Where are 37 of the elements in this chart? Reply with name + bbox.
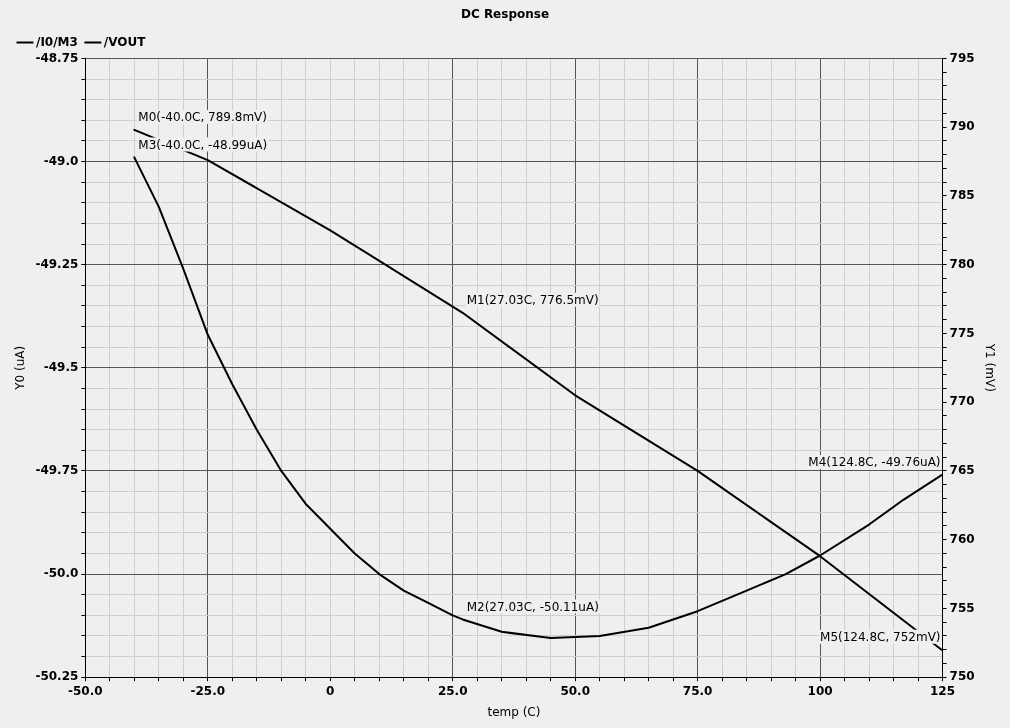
x-tick-label: -50.0 bbox=[68, 683, 103, 698]
y2-tick-label: 750 bbox=[949, 669, 975, 684]
data-label: M5(124.8C, 752mV) bbox=[820, 629, 941, 644]
legend-label: /I0/M3 bbox=[36, 34, 78, 49]
y2-tick-label: 765 bbox=[949, 463, 975, 478]
y2-tick-label: 785 bbox=[949, 188, 975, 203]
x-tick-label: 125 bbox=[930, 683, 956, 698]
y2-tick-label: 775 bbox=[949, 325, 975, 340]
data-label: M0(-40.0C, 789.8mV) bbox=[138, 110, 267, 125]
y2-tick-label: 755 bbox=[949, 600, 975, 615]
data-label: M4(124.8C, -49.76uA) bbox=[808, 455, 941, 470]
y-axis-title: Y0 (uA) bbox=[13, 345, 28, 391]
y2-tick-label: 770 bbox=[949, 394, 975, 409]
x-tick-label: -25.0 bbox=[190, 683, 226, 698]
x-tick-label: 100 bbox=[807, 683, 833, 698]
y2-tick-label: 795 bbox=[949, 50, 975, 65]
y2-tick-label: 760 bbox=[949, 531, 975, 546]
data-label: M1(27.03C, 776.5mV) bbox=[466, 292, 599, 307]
legend-label: /VOUT bbox=[103, 34, 147, 49]
y-tick-label: -50.25 bbox=[35, 669, 79, 684]
x-tick-label: 25.0 bbox=[437, 683, 468, 698]
data-label: M3(-40.0C, -48.99uA) bbox=[138, 137, 268, 152]
y-tick-label: -49.75 bbox=[35, 463, 79, 478]
y2-tick-label: 780 bbox=[949, 256, 975, 271]
data-label: M2(27.03C, -50.11uA) bbox=[466, 599, 599, 614]
y2-axis-title: Y1 (mV) bbox=[982, 342, 997, 392]
x-axis-title: temp (C) bbox=[487, 704, 541, 719]
y-tick-label: -50.0 bbox=[43, 566, 79, 581]
x-tick-label: 0 bbox=[326, 683, 335, 698]
y-tick-label: -48.75 bbox=[35, 50, 79, 65]
y2-tick-label: 790 bbox=[949, 119, 975, 134]
y-tick-label: -49.0 bbox=[43, 153, 79, 168]
x-tick-label: 75.0 bbox=[682, 683, 713, 698]
y-tick-label: -49.5 bbox=[43, 359, 79, 374]
y-tick-label: -49.25 bbox=[35, 256, 79, 271]
chart-title: DC Response bbox=[460, 7, 550, 22]
x-tick-label: 50.0 bbox=[560, 683, 590, 698]
